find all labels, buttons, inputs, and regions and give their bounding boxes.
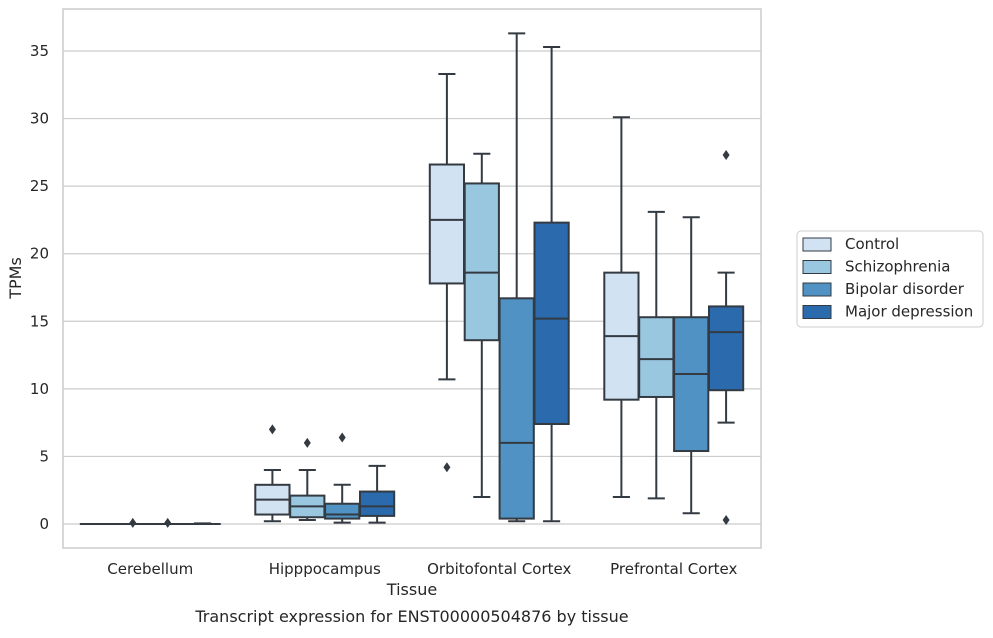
outlier-point xyxy=(723,150,730,160)
box-iqr xyxy=(430,165,464,284)
box-group xyxy=(255,424,289,521)
legend-label: Schizophrenia xyxy=(845,258,950,276)
x-axis-label: Tissue xyxy=(386,580,437,599)
outlier-point xyxy=(304,438,311,448)
outlier-point xyxy=(164,518,171,528)
box-group xyxy=(465,154,499,497)
y-tick-label: 20 xyxy=(30,245,49,263)
box-group xyxy=(325,433,359,523)
xtick-layer: Cerebellum Hipppocampus Orbitofontal Corte… xyxy=(107,560,737,578)
box-group xyxy=(709,150,743,525)
box-group xyxy=(185,523,219,524)
box-iqr xyxy=(534,223,568,424)
legend-swatch xyxy=(803,306,831,319)
legend-label: Bipolar disorder xyxy=(845,280,965,298)
y-axis-label: TPMs xyxy=(6,257,25,300)
box-group xyxy=(604,117,638,497)
box-group xyxy=(360,466,394,523)
legend-swatch xyxy=(803,283,831,296)
box-iqr xyxy=(674,317,708,451)
x-tick-label: Cerebellum xyxy=(107,560,193,578)
box-group xyxy=(430,74,464,472)
box-iqr xyxy=(325,504,359,519)
y-tick-label: 25 xyxy=(30,177,49,195)
box-group xyxy=(500,33,534,521)
outlier-point xyxy=(339,433,346,443)
chart-caption: Transcript expression for ENST0000050487… xyxy=(194,607,628,626)
box-iqr xyxy=(639,317,673,397)
box-group xyxy=(639,212,673,499)
legend-swatch xyxy=(803,238,831,251)
x-tick-label: Hipppocampus xyxy=(269,560,381,578)
y-tick-label: 30 xyxy=(30,110,49,128)
ytick-layer: 0 5 10 15 20 25 30 35 xyxy=(30,42,49,533)
legend-swatch xyxy=(803,261,831,274)
legend: Control Schizophrenia Bipolar disorder Majo… xyxy=(797,231,983,327)
box-iqr xyxy=(360,492,394,516)
y-tick-label: 5 xyxy=(39,447,49,465)
y-tick-label: 10 xyxy=(30,380,49,398)
box-iqr xyxy=(465,183,499,340)
y-tick-label: 0 xyxy=(39,515,49,533)
legend-label: Major depression xyxy=(845,303,973,321)
box-group xyxy=(674,217,708,513)
outlier-point xyxy=(269,424,276,434)
x-tick-label: Prefrontal Cortex xyxy=(610,560,737,578)
y-tick-label: 35 xyxy=(30,42,49,60)
outlier-point xyxy=(443,462,450,472)
box-layer xyxy=(81,33,743,527)
x-tick-label: Orbitofontal Cortex xyxy=(427,560,571,578)
box-iqr xyxy=(709,306,743,390)
legend-label: Control xyxy=(845,235,899,253)
outlier-point xyxy=(129,518,136,528)
y-tick-label: 15 xyxy=(30,312,49,330)
box-group xyxy=(116,518,150,528)
box-group xyxy=(151,518,185,528)
box-group xyxy=(290,438,324,520)
box-iqr xyxy=(500,298,534,518)
